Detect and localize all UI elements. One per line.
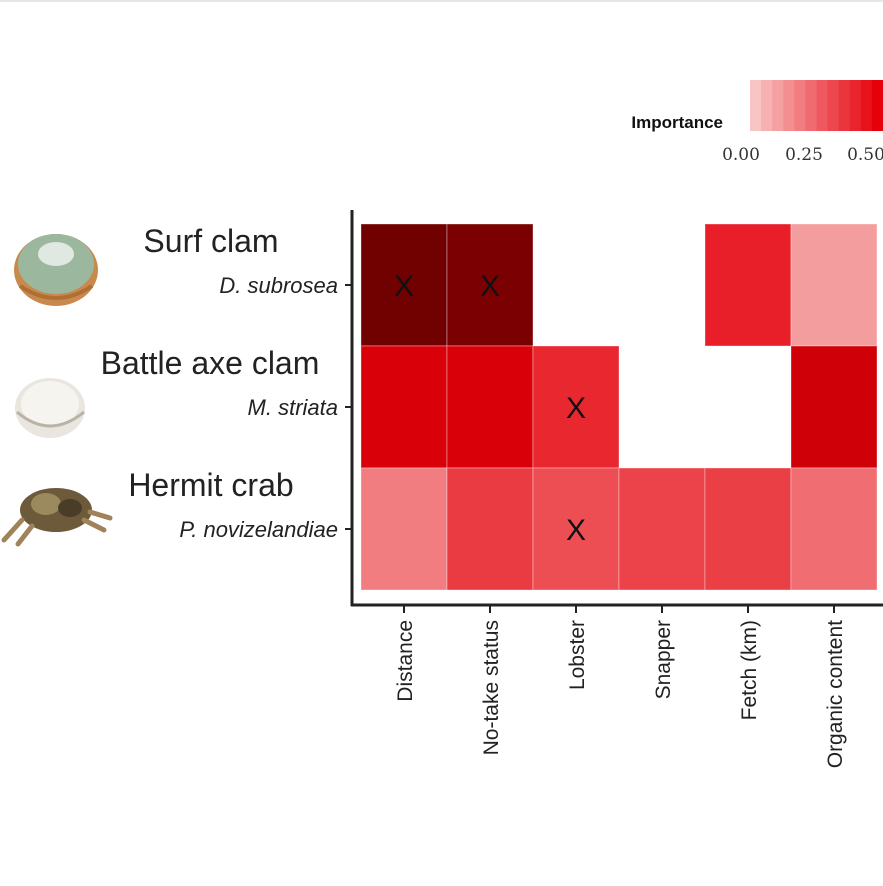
legend-swatch xyxy=(750,80,762,131)
column-labels: Distance No-take status Lobster Snapper Fetc… xyxy=(394,620,847,768)
heatmap-cell xyxy=(704,467,792,591)
column-label: Organic content xyxy=(824,620,847,768)
top-rule xyxy=(0,0,883,2)
legend-swatch xyxy=(783,80,795,131)
legend-colorbar xyxy=(750,80,883,131)
row-species-name: P. novizelandiae xyxy=(179,517,338,542)
significance-marks: X X X X xyxy=(394,270,586,547)
heatmap-cell xyxy=(790,223,878,347)
heatmap-cell xyxy=(704,223,792,347)
significance-mark: X xyxy=(480,270,500,303)
heatmap-cell xyxy=(790,345,878,469)
legend-tick-label: 0.25 xyxy=(785,145,823,165)
legend-swatch xyxy=(761,80,773,131)
row-labels: Surf clam D. subrosea Battle axe clam M. st… xyxy=(101,223,338,542)
heatmap-cell xyxy=(618,467,706,591)
legend-swatch xyxy=(794,80,806,131)
surf-clam-icon xyxy=(14,234,98,306)
legend: Importance 0.00 0.25 0.50 xyxy=(631,80,883,165)
x-axis-ticks xyxy=(403,606,835,613)
heatmap-cell xyxy=(360,345,448,469)
legend-swatch xyxy=(871,80,883,131)
legend-tick-label: 0.50 xyxy=(847,145,883,165)
legend-title: Importance xyxy=(631,113,723,132)
heatmap-cells xyxy=(360,223,878,591)
battle-axe-clam-icon xyxy=(15,378,85,438)
legend-ticks: 0.00 0.25 0.50 xyxy=(722,145,883,165)
column-label: Snapper xyxy=(652,620,675,699)
y-axis-ticks xyxy=(345,284,352,530)
row-common-name: Hermit crab xyxy=(128,467,293,503)
column-label: Distance xyxy=(394,620,417,702)
legend-swatch xyxy=(805,80,817,131)
heatmap-cell xyxy=(360,467,448,591)
row-species-name: M. striata xyxy=(248,395,338,420)
column-label: Fetch (km) xyxy=(738,620,761,720)
legend-swatch xyxy=(816,80,829,131)
heatmap-cell xyxy=(446,467,534,591)
heatmap-cell xyxy=(532,345,620,469)
significance-mark: X xyxy=(566,514,586,547)
legend-swatch xyxy=(860,80,873,131)
row-species-name: D. subrosea xyxy=(219,273,338,298)
row-common-name: Surf clam xyxy=(143,223,278,259)
legend-swatch xyxy=(838,80,851,131)
legend-swatch xyxy=(827,80,840,131)
column-label: No-take status xyxy=(480,620,503,755)
heatmap-cell xyxy=(446,345,534,469)
heatmap-cell xyxy=(532,467,620,591)
hermit-crab-icon xyxy=(1,488,113,547)
legend-swatch xyxy=(849,80,862,131)
significance-mark: X xyxy=(394,270,414,303)
column-label: Lobster xyxy=(566,620,589,690)
row-common-name: Battle axe clam xyxy=(101,345,320,381)
legend-swatch xyxy=(772,80,784,131)
significance-mark: X xyxy=(566,392,586,425)
heatmap-cell xyxy=(446,223,534,347)
legend-tick-label: 0.00 xyxy=(722,145,760,165)
heatmap-cell xyxy=(790,467,878,591)
